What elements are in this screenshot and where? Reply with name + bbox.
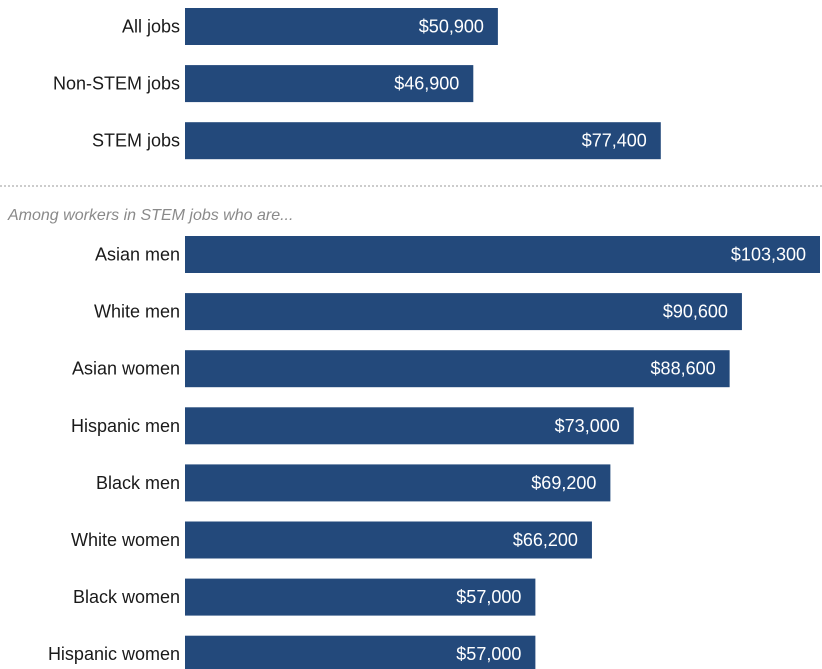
stem-subgroup-note: Among workers in STEM jobs who are... [7, 207, 293, 224]
bar-asian-women [185, 350, 730, 388]
category-label-white-women: White women [71, 530, 180, 550]
category-label-black-women: Black women [73, 587, 180, 607]
bar-asian-men [185, 236, 820, 273]
bar-black-women [185, 578, 536, 616]
bar-hispanic-women [185, 635, 536, 669]
value-label-hispanic-men: $73,000 [555, 416, 620, 436]
value-label-asian-women: $88,600 [651, 359, 716, 379]
value-label-black-women: $57,000 [456, 587, 521, 607]
value-label-all-jobs: $50,900 [419, 17, 484, 37]
value-label-asian-men: $103,300 [731, 245, 806, 265]
category-label-all-jobs: All jobs [122, 17, 180, 37]
value-label-stem-jobs: $77,400 [582, 131, 647, 151]
category-label-hispanic-men: Hispanic men [71, 416, 180, 436]
bar-white-men [185, 293, 742, 331]
overall-jobs-group: All jobs $50,900 Non-STEM jobs $46,900 STEM … [53, 8, 661, 160]
value-label-white-women: $66,200 [513, 530, 578, 550]
category-label-non-stem-jobs: Non-STEM jobs [53, 74, 180, 94]
bar-non-stem-jobs [185, 65, 474, 103]
category-label-black-men: Black men [96, 473, 180, 493]
bar-white-women [185, 521, 592, 559]
bar-hispanic-men [185, 407, 634, 445]
category-label-stem-jobs: STEM jobs [92, 131, 180, 151]
category-label-asian-women: Asian women [72, 359, 180, 379]
value-label-black-men: $69,200 [531, 473, 596, 493]
category-label-white-men: White men [94, 302, 180, 322]
category-label-asian-men: Asian men [95, 245, 180, 265]
value-label-hispanic-women: $57,000 [456, 644, 521, 664]
bar-stem-jobs [185, 122, 661, 160]
bar-all-jobs [185, 8, 498, 45]
value-label-white-men: $90,600 [663, 302, 728, 322]
bar-black-men [185, 464, 611, 502]
value-label-non-stem-jobs: $46,900 [394, 74, 459, 94]
stem-demographics-group: Asian men $103,300 White men $90,600 Asian w… [48, 236, 820, 669]
category-label-hispanic-women: Hispanic women [48, 644, 180, 664]
